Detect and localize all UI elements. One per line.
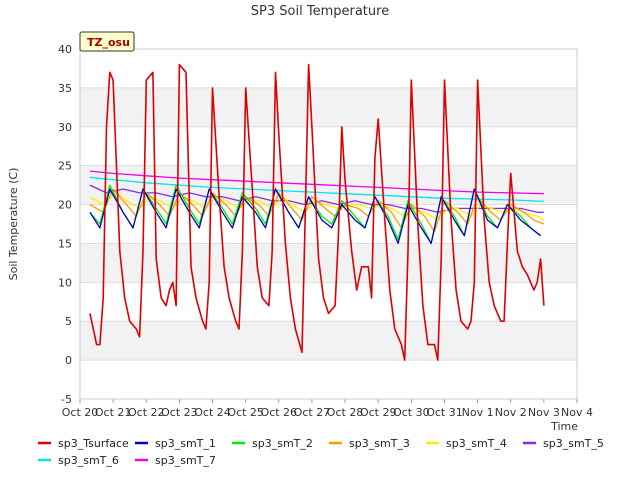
legend: sp3_Tsurface sp3_smT_1 sp3_smT_2 sp3_smT_3 s… xyxy=(38,437,604,467)
y-axis: -5 0 5 10 15 20 25 30 35 40 xyxy=(58,43,72,406)
plot-band xyxy=(80,321,577,361)
x-tick-label: Oct 24 xyxy=(194,406,231,419)
series-line-sp3-smT-7 xyxy=(89,170,544,195)
y-tick-label: 10 xyxy=(58,276,72,289)
plot-border xyxy=(79,48,578,400)
x-tick-label: Nov 3 xyxy=(528,406,560,419)
x-tick-label: Oct 29 xyxy=(360,406,397,419)
y-tick-label: 15 xyxy=(58,237,72,250)
tz-badge: TZ_osu xyxy=(79,31,135,52)
legend-label: sp3_smT_6 xyxy=(58,454,119,467)
x-tick-label: Nov 1 xyxy=(462,406,494,419)
series-lines xyxy=(89,63,545,361)
x-tick-label: Oct 23 xyxy=(161,406,198,419)
legend-label: sp3_smT_4 xyxy=(446,437,507,450)
plot-band xyxy=(80,126,577,166)
y-tick-label: 40 xyxy=(58,43,72,56)
legend-label: sp3_smT_3 xyxy=(349,437,410,450)
y-tick-label: 5 xyxy=(65,315,72,328)
legend-label: sp3_Tsurface xyxy=(58,437,129,450)
tz-badge-text: TZ_osu xyxy=(87,36,130,49)
series-line-sp3-smT-6 xyxy=(89,176,544,203)
x-tick-label: Nov 4 xyxy=(561,406,593,419)
y-tick-label: 20 xyxy=(58,199,72,212)
x-tick-label: Oct 21 xyxy=(95,406,132,419)
x-tick-label: Oct 20 xyxy=(62,406,99,419)
series-line-sp3-Tsurface xyxy=(89,63,545,361)
legend-label: sp3_smT_2 xyxy=(252,437,313,450)
x-tick-label: Oct 31 xyxy=(426,406,463,419)
plot-band xyxy=(80,49,577,88)
x-axis-label: Time xyxy=(550,420,578,433)
legend-label: sp3_smT_5 xyxy=(543,437,604,450)
x-tick-label: Oct 27 xyxy=(294,406,331,419)
x-tick-label: Nov 2 xyxy=(495,406,527,419)
y-tick-label: -5 xyxy=(61,393,72,406)
legend-label: sp3_smT_1 xyxy=(155,437,216,450)
plot-band xyxy=(80,360,577,399)
x-tick-label: Oct 28 xyxy=(327,406,364,419)
plot-bands xyxy=(80,48,577,400)
series-line-sp3-smT-3 xyxy=(89,188,545,233)
x-tick-label: Oct 30 xyxy=(393,406,430,419)
plot-band xyxy=(80,87,577,127)
y-tick-label: 30 xyxy=(58,121,72,134)
y-axis-label: Soil Temperature (C) xyxy=(7,168,20,281)
x-tick-label: Oct 22 xyxy=(128,406,165,419)
y-tick-label: 25 xyxy=(58,160,72,173)
x-tick-label: Oct 25 xyxy=(227,406,264,419)
x-tick-label: Oct 26 xyxy=(261,406,298,419)
legend-label: sp3_smT_7 xyxy=(155,454,216,467)
chart-title: SP3 Soil Temperature xyxy=(251,4,389,19)
y-tick-label: 0 xyxy=(65,354,72,367)
series-line-sp3-smT-5 xyxy=(89,184,544,213)
plot-band xyxy=(80,243,577,283)
y-tick-label: 35 xyxy=(58,82,72,95)
plot-band xyxy=(80,282,577,322)
tz-badge-box xyxy=(79,31,135,52)
